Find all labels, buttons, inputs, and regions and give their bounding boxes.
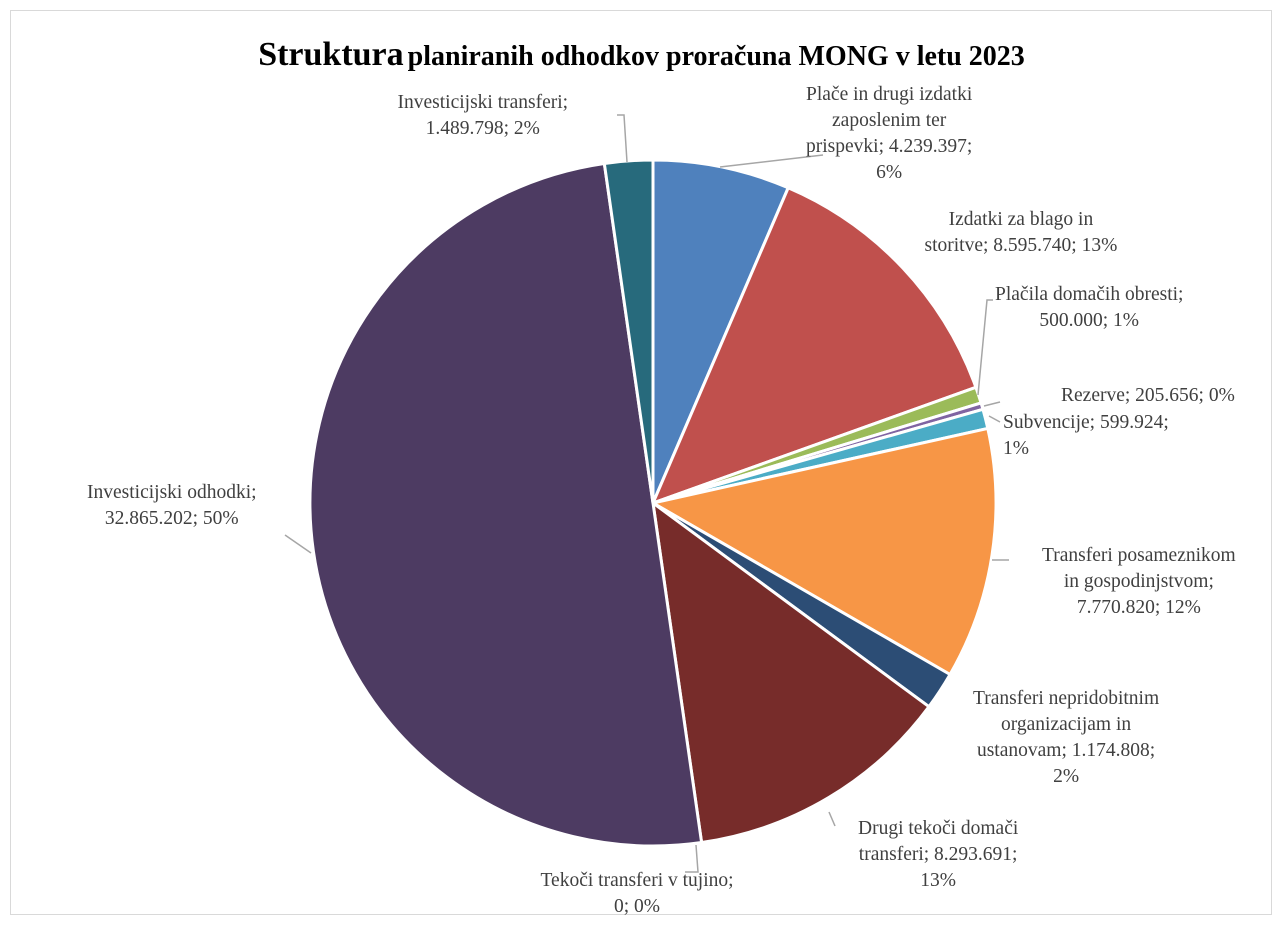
pie-slice-izdatki-za-blago-in-storitve (651, 186, 978, 505)
data-label-line: 32.865.202; 50% (104, 508, 239, 529)
data-label-line: zaposlenim ter (832, 110, 947, 131)
data-label-placila-domacih-obresti: Plačila domačih obresti; 500.000; 1% (995, 282, 1183, 334)
chart-title: Struktura planiranih odhodkov proračuna … (0, 38, 1283, 72)
data-label-line: 7.770.820; 12% (1076, 597, 1201, 618)
data-label-rezerve: Rezerve; 205.656; 0% (1061, 383, 1235, 409)
leader-line-investicijski-odhodki (284, 534, 312, 554)
leader-line-subvencije (988, 415, 1001, 423)
data-label-line: ustanovam; 1.174.808; (976, 740, 1156, 761)
data-label-line: 500.000; 1% (1039, 310, 1140, 331)
data-label-drugi-tekoci-domaci-transferi: Drugi tekoči domači transferi; 8.293.691;… (858, 816, 1018, 894)
pie-slice-transferi-posameznikom-in-gospodinjstvom (651, 426, 998, 676)
leader-line-drugi-tekoci-domaci-transferi (828, 811, 836, 827)
leader-line-place-in-drugi-izdatki-zaposlenim-ter-prispevki (719, 154, 824, 168)
data-label-line: Rezerve; 205.656; 0% (1061, 385, 1235, 406)
pie-slice-drugi-tekoci-domaci-transferi (651, 501, 931, 845)
data-label-izdatki-za-blago-in-storitve: Izdatki za blago in storitve; 8.595.740; … (925, 207, 1118, 259)
pie-slices (308, 158, 998, 848)
data-label-place-in-drugi-izdatki-zaposlenim-ter-prispevki: Plače in drugi izdatki zaposlenim ter pris… (806, 82, 972, 186)
data-label-line: Transferi posameznikom (1042, 545, 1236, 566)
data-label-investicijski-transferi: Investicijski transferi; 1.489.798; 2% (398, 90, 569, 142)
data-label-line: 6% (876, 162, 903, 183)
data-label-line: Investicijski odhodki; (87, 482, 257, 503)
data-label-line: in gospodinjstvom; (1063, 571, 1214, 592)
data-label-line: 1.489.798; 2% (425, 118, 540, 139)
data-label-transferi-nepridobitnim-organizacijam-in-ustanovam: Transferi nepridobitnim organizacijam in u… (973, 686, 1159, 790)
leader-line-investicijski-transferi (617, 114, 628, 163)
pie-slice-investicijski-transferi (602, 158, 655, 505)
data-label-line: storitve; 8.595.740; 13% (924, 235, 1118, 256)
chart-title-rest: planiranih odhodkov proračuna MONG v let… (407, 41, 1025, 72)
data-label-line: Izdatki za blago in (948, 209, 1094, 230)
data-label-transferi-posameznikom-in-gospodinjstvom: Transferi posameznikom in gospodinjstvom;… (1042, 543, 1236, 621)
data-label-line: transferi; 8.293.691; (858, 844, 1018, 865)
data-label-line: 1% (1003, 438, 1029, 459)
chart-title-bold: Struktura (258, 36, 404, 73)
data-label-line: prispevki; 4.239.397; (806, 136, 973, 157)
leader-lines (284, 114, 1009, 873)
data-label-line: Tekoči transferi v tujino; (540, 870, 734, 891)
data-label-line: Plačila domačih obresti; (995, 284, 1184, 305)
leader-line-rezerve (983, 401, 1001, 407)
leader-line-tekoci-transferi-v-tujino (685, 844, 699, 873)
pie-slice-investicijski-odhodki (308, 161, 704, 848)
data-label-line: Plače in drugi izdatki (806, 84, 973, 105)
data-label-investicijski-odhodki: Investicijski odhodki; 32.865.202; 50% (87, 480, 257, 532)
data-label-line: Investicijski transferi; (397, 92, 569, 113)
data-label-line: 13% (920, 870, 957, 891)
data-label-line: Drugi tekoči domači (858, 818, 1019, 839)
data-label-line: 0; 0% (614, 896, 661, 917)
data-label-subvencije: Subvencije; 599.924; 1% (1003, 410, 1169, 462)
data-label-line: organizacijam in (1001, 714, 1132, 735)
leader-line-placila-domacih-obresti (977, 299, 993, 396)
data-label-line: Transferi nepridobitnim (973, 688, 1160, 709)
data-label-line: Subvencije; 599.924; (1003, 412, 1169, 433)
data-label-line: 2% (1053, 766, 1080, 787)
data-label-tekoci-transferi-v-tujino: Tekoči transferi v tujino; 0; 0% (541, 868, 734, 920)
